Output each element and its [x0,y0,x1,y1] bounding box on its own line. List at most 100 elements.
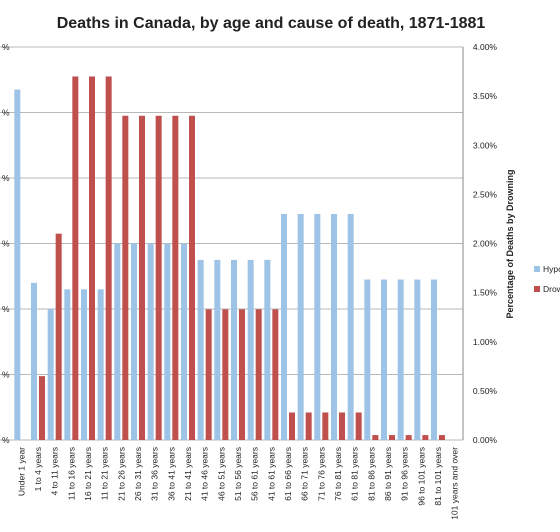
right-tick-label: 4.00% [473,42,498,52]
legend-label-0: Hypo [543,264,560,274]
bar-drow-1 [39,376,45,440]
bar-drow-21 [372,435,379,440]
bar-hypo-4 [81,289,87,440]
bar-hypo-22 [381,279,387,440]
right-tick-label: 0.00% [473,435,498,445]
bar-drow-6 [122,115,129,441]
bar-hypo-21 [364,279,371,440]
right-tick-label: 1.00% [473,337,498,347]
bar-drow-25 [439,435,445,440]
bar-hypo-0 [14,89,21,440]
bar-hypo-24 [414,279,421,440]
left-axis-ticks: %%%%%%% [2,42,10,445]
bar-drow-11 [205,309,212,440]
bar-drow-23 [405,435,412,440]
bar-drow-20 [355,412,362,440]
x-tick-label: 56 to 61 years [250,447,260,501]
bar-drow-22 [389,435,395,440]
x-tick-label: 41 to 46 years [200,447,210,501]
right-tick-label: 2.00% [473,239,498,249]
bar-hypo-2 [47,309,54,440]
x-tick-label: 16 to 21 years [83,447,93,501]
bar-drow-9 [172,115,179,441]
bar-drow-4 [89,76,95,440]
x-tick-label: 61 to 81 years [350,447,360,501]
bar-drow-7 [139,115,145,441]
bar-hypo-9 [164,243,171,440]
bar-hypo-14 [247,259,254,440]
x-tick-label: 101 years and over [450,447,460,520]
bar-hypo-10 [181,243,187,440]
bar-drow-12 [222,309,229,440]
legend-swatch-1 [534,286,540,292]
right-tick-label: 3.50% [473,91,498,101]
x-tick-label: 26 to 31 years [133,447,143,501]
x-tick-label: 51 to 56 years [233,447,243,501]
right-tick-label: 0.50% [473,386,498,396]
x-tick-label: 46 to 51 years [216,447,226,501]
bar-drow-17 [305,412,312,440]
right-axis-label: Percentage of Deaths by Drowning [505,169,515,318]
x-tick-label: 41 to 61 years [266,447,276,501]
left-tick-label: % [2,173,10,183]
x-tick-label: 61 to 66 years [283,447,293,501]
bar-hypo-7 [131,243,137,440]
left-tick-label: % [2,435,10,445]
bar-hypo-15 [264,259,271,440]
x-tick-label: 96 to 101 years [416,447,426,506]
left-tick-label: % [2,239,10,249]
left-tick-label: % [2,370,10,380]
x-tick-label: Under 1 year [16,447,26,496]
x-tick-label: 66 to 71 years [300,447,310,501]
right-tick-label: 3.00% [473,140,498,150]
legend: Hypo Drow [534,264,560,294]
bar-hypo-25 [431,279,437,440]
legend-swatch-0 [534,266,540,272]
left-tick-label: % [2,108,10,118]
bar-drow-13 [239,309,245,440]
bar-drow-2 [55,233,62,440]
bar-drow-24 [422,435,429,440]
bar-hypo-1 [31,282,37,440]
left-tick-label: % [2,304,10,314]
bar-drow-14 [255,309,262,440]
right-axis-ticks: 0.00% 0.50% 1.00% 1.50% 2.00% 2.50% 3.00% 3.50%… [473,42,498,445]
legend-label-1: Drow [543,284,560,294]
bar-hypo-8 [147,243,154,440]
bar-hypo-16 [281,214,287,440]
chart-title: Deaths in Canada, by age and cause of de… [57,15,486,32]
bar-hypo-5 [97,289,104,440]
right-tick-label: 1.50% [473,288,498,298]
left-tick-label: % [2,42,10,52]
x-tick-label: 11 to 16 years [66,447,76,500]
bar-hypo-20 [347,214,354,440]
x-tick-label: 31 to 36 years [150,447,160,501]
x-tick-label: 86 to 91 years [383,447,393,501]
x-axis-ticks: Under 1 year 1 to 4 years 4 to 11 years 11 … [16,447,459,520]
x-tick-label: 21 to 26 years [116,447,126,501]
bar-hypo-18 [314,214,321,440]
bar-hypo-19 [331,214,337,440]
x-tick-label: 71 to 76 years [316,447,326,501]
bar-hypo-13 [231,259,237,440]
bar-drow-19 [339,412,345,440]
x-tick-label: 91 to 96 years [400,447,410,501]
right-tick-label: 2.50% [473,189,498,199]
bar-hypo-23 [397,279,404,440]
bars [14,76,445,441]
bar-drow-8 [155,115,162,441]
x-tick-label: 81 to 101 years [433,447,443,506]
x-tick-label: 76 to 81 years [333,447,343,501]
bar-drow-18 [322,412,329,440]
x-tick-label: 21 to 41 years [183,447,193,501]
x-tick-label: 1 to 4 years [33,447,43,491]
bar-drow-10 [189,115,195,441]
bar-hypo-12 [214,259,221,440]
bar-drow-5 [105,76,112,440]
x-tick-label: 4 to 11 years [50,447,60,496]
bar-hypo-3 [64,289,71,440]
x-tick-label: 11 to 21 years [100,447,110,500]
x-tick-label: 36 to 41 years [166,447,176,501]
bar-hypo-17 [297,214,304,440]
